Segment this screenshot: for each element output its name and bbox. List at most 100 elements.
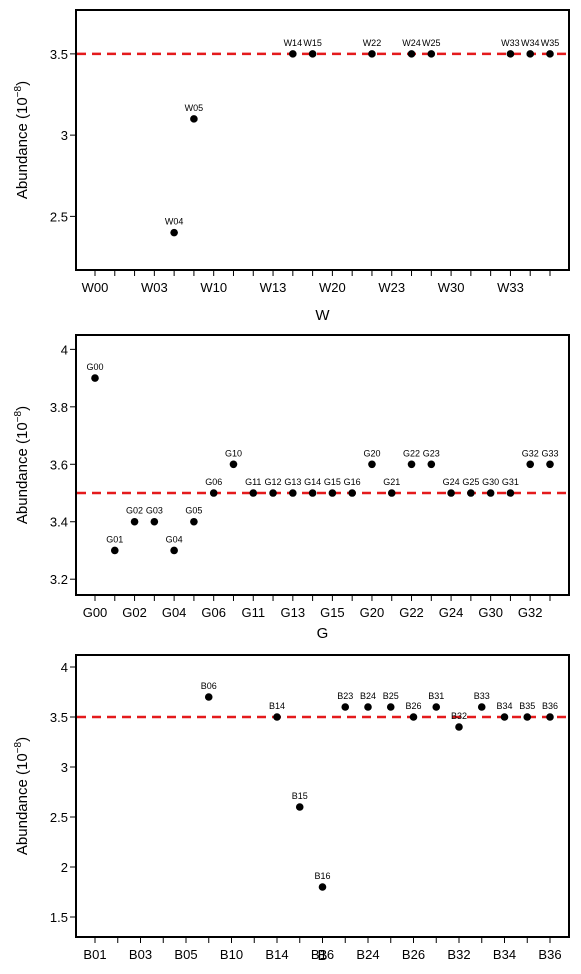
data-point — [110, 546, 119, 555]
x-tick-label: B14 — [265, 947, 288, 962]
data-point — [289, 50, 297, 58]
data-point — [526, 460, 535, 469]
data-point — [368, 460, 376, 469]
y-tick-label: 3 — [61, 128, 68, 143]
data-point — [467, 489, 475, 497]
y-axis-label: Abundance (10−8) — [13, 406, 31, 524]
y-axis-label-close: ) — [14, 406, 31, 411]
data-point — [407, 50, 416, 58]
y-axis-label: Abundance (10−8) — [13, 737, 31, 855]
data-point-label: G05 — [185, 506, 202, 516]
data-point-label: W05 — [185, 103, 204, 113]
x-tick-label: B03 — [129, 947, 152, 962]
y-tick-label: 4 — [61, 660, 68, 675]
data-point — [289, 489, 297, 497]
y-tick-label: 3.6 — [50, 457, 68, 472]
y-tick-label: 3.5 — [50, 47, 68, 62]
x-tick-label: B36 — [538, 947, 561, 962]
y-axis-label-base: Abundance (10 — [14, 753, 31, 855]
data-point — [432, 703, 441, 711]
x-tick-label: B10 — [220, 947, 243, 962]
data-point-label: B36 — [542, 701, 558, 711]
data-point-label: W04 — [165, 217, 184, 227]
y-tick-label: 3.8 — [50, 400, 68, 415]
data-point — [386, 703, 395, 711]
data-point — [190, 115, 198, 123]
y-axis-label-exponent: −8 — [13, 410, 24, 422]
y-tick-label: 4 — [61, 342, 68, 357]
data-point — [486, 489, 495, 497]
data-point-label: G02 — [126, 506, 143, 516]
y-axis-label-base: Abundance (10 — [14, 97, 31, 199]
x-tick-label: W23 — [378, 280, 405, 295]
y-tick-label: 3.5 — [50, 710, 68, 725]
data-point — [546, 460, 554, 469]
data-point-label: G32 — [522, 448, 539, 458]
data-point — [506, 489, 515, 497]
y-axis-label-close: ) — [14, 737, 31, 742]
data-point-label: G23 — [423, 448, 440, 458]
y-tick-label: 3 — [61, 760, 68, 775]
data-point-label: G06 — [205, 477, 222, 487]
chart-panel: G00 G02 G04 G06 G11 G13 G15 G20 G22 G24 G30 G32 3.2 3… — [13, 334, 570, 642]
plot-frame — [75, 9, 570, 271]
data-point-label: B23 — [337, 691, 353, 701]
x-tick-label: G15 — [320, 605, 345, 620]
data-point — [150, 517, 159, 526]
data-point-label: G16 — [344, 477, 361, 487]
data-point — [328, 489, 337, 497]
data-point — [308, 50, 317, 58]
data-point — [500, 713, 509, 721]
data-point-label: B35 — [519, 701, 535, 711]
data-point-label: G14 — [304, 477, 321, 487]
data-point-label: B31 — [428, 691, 444, 701]
data-point-label: B16 — [314, 871, 330, 881]
chart-panel: B01 B03 B05 B10 B14 B16 B24 B26 B32 B34 B361.522.5… — [13, 654, 570, 964]
data-point-label: G03 — [146, 506, 163, 516]
data-point — [523, 713, 532, 721]
data-point — [204, 693, 213, 701]
x-tick-label: W03 — [141, 280, 168, 295]
x-tick-label: W20 — [319, 280, 346, 295]
data-point-label: G22 — [403, 448, 420, 458]
data-point — [295, 803, 304, 811]
x-tick-label: W33 — [497, 280, 524, 295]
data-point-label: W34 — [521, 38, 540, 48]
x-tick-label: G06 — [201, 605, 226, 620]
y-axis-label-base: Abundance (10 — [14, 422, 31, 524]
data-point — [427, 50, 436, 58]
data-point — [368, 50, 376, 58]
data-point — [341, 703, 350, 711]
x-tick-label: W30 — [438, 280, 465, 295]
y-axis-label-exponent: −8 — [13, 741, 24, 753]
x-tick-label: G22 — [399, 605, 424, 620]
data-point — [170, 546, 178, 555]
plot-frame — [75, 654, 570, 938]
data-point — [455, 723, 463, 731]
data-point — [409, 713, 418, 721]
data-point — [447, 489, 455, 497]
data-point-label: G24 — [443, 477, 460, 487]
x-tick-label: B01 — [83, 947, 106, 962]
data-point-label: G04 — [166, 534, 183, 544]
data-point-label: B33 — [474, 691, 490, 701]
y-axis-label-exponent: −8 — [13, 85, 24, 97]
data-point-label: G12 — [265, 477, 282, 487]
data-point-label: B14 — [269, 701, 285, 711]
data-point-label: B34 — [496, 701, 512, 711]
data-point-label: G11 — [245, 477, 261, 487]
data-point — [249, 489, 258, 497]
data-point — [546, 713, 554, 721]
data-point — [427, 460, 436, 469]
data-point — [130, 517, 139, 526]
y-tick-label: 2 — [61, 860, 68, 875]
data-point-label: G33 — [541, 448, 558, 458]
data-point-label: G01 — [106, 534, 123, 544]
x-tick-label: G20 — [360, 605, 385, 620]
data-point-label: G21 — [383, 477, 400, 487]
data-point-label: W14 — [284, 38, 303, 48]
x-axis-label: G — [317, 625, 329, 642]
data-point — [229, 460, 238, 469]
x-tick-label: G13 — [281, 605, 306, 620]
y-axis-label-close: ) — [14, 81, 31, 86]
